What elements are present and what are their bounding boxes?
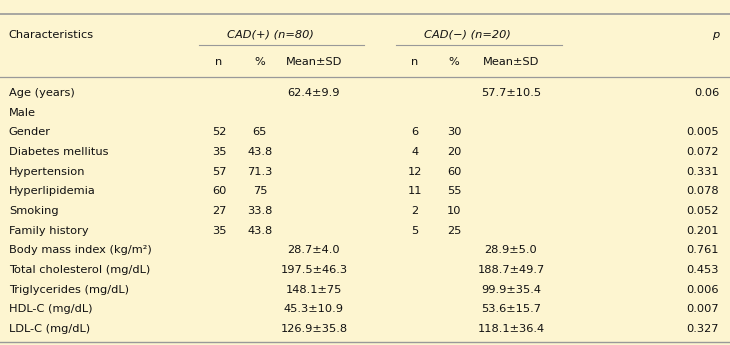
Text: 57: 57 (212, 167, 226, 177)
Text: Triglycerides (mg/dL): Triglycerides (mg/dL) (9, 285, 128, 295)
Text: 0.761: 0.761 (686, 246, 719, 255)
Text: 4: 4 (411, 147, 418, 157)
Text: Total cholesterol (mg/dL): Total cholesterol (mg/dL) (9, 265, 150, 275)
Text: LDL-C (mg/dL): LDL-C (mg/dL) (9, 324, 90, 334)
Text: 118.1±36.4: 118.1±36.4 (477, 324, 545, 334)
Text: 27: 27 (212, 206, 226, 216)
Text: 148.1±75: 148.1±75 (285, 285, 342, 295)
Text: 0.331: 0.331 (686, 167, 719, 177)
Text: HDL-C (mg/dL): HDL-C (mg/dL) (9, 305, 92, 314)
Text: 0.201: 0.201 (686, 226, 719, 236)
Text: 52: 52 (212, 128, 226, 137)
Text: Diabetes mellitus: Diabetes mellitus (9, 147, 108, 157)
Text: 2: 2 (411, 206, 418, 216)
Text: Hypertension: Hypertension (9, 167, 85, 177)
Text: 35: 35 (212, 147, 226, 157)
Text: 55: 55 (447, 187, 461, 196)
Text: 53.6±15.7: 53.6±15.7 (481, 305, 541, 314)
Text: 0.453: 0.453 (686, 265, 719, 275)
Text: 0.005: 0.005 (686, 128, 719, 137)
Text: 57.7±10.5: 57.7±10.5 (481, 88, 541, 98)
Text: Smoking: Smoking (9, 206, 58, 216)
Text: 0.06: 0.06 (694, 88, 719, 98)
Text: 12: 12 (407, 167, 422, 177)
Text: Family history: Family history (9, 226, 88, 236)
Text: 10: 10 (447, 206, 461, 216)
Text: 60: 60 (447, 167, 461, 177)
Text: CAD(+) (n=80): CAD(+) (n=80) (226, 30, 314, 39)
Text: Male: Male (9, 108, 36, 118)
Text: 75: 75 (253, 187, 267, 196)
Text: 43.8: 43.8 (247, 147, 272, 157)
Text: 60: 60 (212, 187, 226, 196)
Text: 28.7±4.0: 28.7±4.0 (288, 246, 340, 255)
Text: 197.5±46.3: 197.5±46.3 (280, 265, 347, 275)
Text: 33.8: 33.8 (247, 206, 272, 216)
Text: n: n (411, 57, 418, 67)
Text: 71.3: 71.3 (247, 167, 272, 177)
Text: 65: 65 (253, 128, 267, 137)
Text: Characteristics: Characteristics (9, 30, 94, 39)
Text: 5: 5 (411, 226, 418, 236)
Text: 62.4±9.9: 62.4±9.9 (288, 88, 340, 98)
Text: 43.8: 43.8 (247, 226, 272, 236)
Text: n: n (215, 57, 223, 67)
Text: 35: 35 (212, 226, 226, 236)
Text: 188.7±49.7: 188.7±49.7 (477, 265, 545, 275)
Text: CAD(−) (n=20): CAD(−) (n=20) (423, 30, 511, 39)
Text: 99.9±35.4: 99.9±35.4 (481, 285, 541, 295)
Text: %: % (255, 57, 265, 67)
Text: 28.9±5.0: 28.9±5.0 (485, 246, 537, 255)
Text: 25: 25 (447, 226, 461, 236)
Text: Mean±SD: Mean±SD (483, 57, 539, 67)
Text: 6: 6 (411, 128, 418, 137)
Text: Gender: Gender (9, 128, 51, 137)
Text: 0.052: 0.052 (686, 206, 719, 216)
Text: 0.006: 0.006 (686, 285, 719, 295)
Text: 0.327: 0.327 (686, 324, 719, 334)
Text: Age (years): Age (years) (9, 88, 74, 98)
Text: %: % (449, 57, 459, 67)
Text: Mean±SD: Mean±SD (285, 57, 342, 67)
Text: Hyperlipidemia: Hyperlipidemia (9, 187, 96, 196)
Text: 0.072: 0.072 (686, 147, 719, 157)
Text: p: p (712, 30, 719, 39)
Text: 0.007: 0.007 (686, 305, 719, 314)
Text: 0.078: 0.078 (686, 187, 719, 196)
Text: 20: 20 (447, 147, 461, 157)
Text: Body mass index (kg/m²): Body mass index (kg/m²) (9, 246, 152, 255)
Text: 30: 30 (447, 128, 461, 137)
Text: 11: 11 (407, 187, 422, 196)
Text: 45.3±10.9: 45.3±10.9 (284, 305, 344, 314)
Text: 126.9±35.8: 126.9±35.8 (280, 324, 347, 334)
